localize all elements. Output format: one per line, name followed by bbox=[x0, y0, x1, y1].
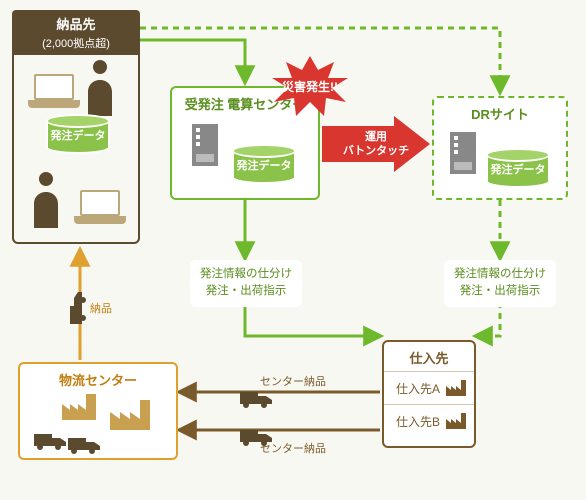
order-process-bubble: 発注情報の仕分け 発注・出荷指示 bbox=[190, 260, 302, 307]
server-icon bbox=[192, 124, 218, 166]
server-icon bbox=[450, 132, 476, 174]
db-label: 発注データ bbox=[46, 127, 110, 143]
supplier-row: 仕入先B bbox=[384, 405, 474, 437]
truck-icon bbox=[68, 434, 100, 454]
db-icon: 発注データ bbox=[46, 114, 110, 154]
delivery-dest-box: 納品先 (2,000拠点超) 発注データ bbox=[12, 10, 140, 244]
db-label: 発注データ bbox=[232, 157, 296, 173]
disaster-burst: 災害発生!! bbox=[268, 56, 352, 116]
person-icon bbox=[26, 168, 66, 228]
delivery-dest-subtitle: (2,000拠点超) bbox=[12, 35, 140, 55]
disaster-label: 災害発生!! bbox=[282, 78, 338, 95]
delivery-dest-title: 納品先 bbox=[12, 10, 140, 37]
db-icon: 発注データ bbox=[232, 144, 296, 184]
suppliers-box: 仕入先 仕入先A 仕入先B bbox=[382, 340, 476, 448]
delivery-label: 納品 bbox=[90, 300, 112, 316]
truck-icon bbox=[240, 426, 272, 446]
db-icon: 発注データ bbox=[486, 148, 550, 188]
warehouse-icon bbox=[110, 400, 150, 430]
dr-process-bubble: 発注情報の仕分け 発注・出荷指示 bbox=[444, 260, 556, 307]
dr-site-title: DRサイト bbox=[434, 98, 566, 125]
truck-icon bbox=[34, 430, 66, 450]
truck-icon bbox=[66, 292, 86, 324]
suppliers-title: 仕入先 bbox=[384, 342, 474, 372]
dr-site-box: DRサイト 発注データ bbox=[432, 96, 568, 200]
supplier-a-label: 仕入先A bbox=[396, 380, 440, 397]
factory-icon bbox=[446, 380, 466, 396]
truck-icon bbox=[240, 388, 272, 408]
center-delivery-label: センター納品 bbox=[260, 373, 326, 389]
db-label: 発注データ bbox=[486, 161, 550, 177]
logistics-title: 物流センター bbox=[20, 364, 176, 395]
supplier-row: 仕入先A bbox=[384, 372, 474, 404]
person-icon bbox=[80, 56, 120, 116]
handoff-arrow: 運用 バトンタッチ bbox=[322, 116, 430, 172]
factory-icon bbox=[446, 413, 466, 429]
supplier-b-label: 仕入先B bbox=[396, 413, 440, 430]
laptop-icon bbox=[28, 74, 80, 108]
logistics-box: 物流センター bbox=[18, 362, 178, 460]
laptop-icon bbox=[74, 190, 126, 224]
warehouse-icon bbox=[62, 394, 96, 420]
handoff-label: 運用 バトンタッチ bbox=[343, 130, 409, 159]
